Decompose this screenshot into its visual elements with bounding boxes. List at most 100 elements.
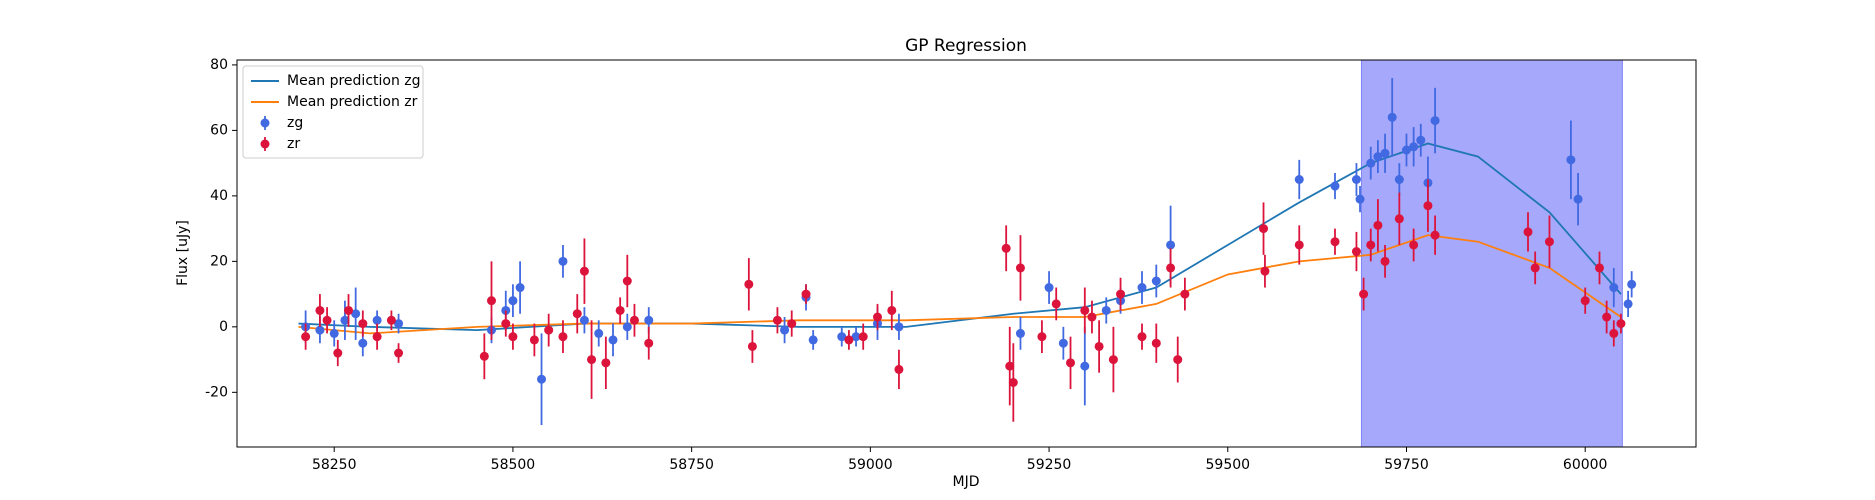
point — [1260, 266, 1270, 276]
y-tick-label: 80 — [210, 57, 228, 73]
point — [572, 309, 582, 319]
point — [1066, 358, 1076, 368]
point — [1044, 283, 1054, 293]
point — [1351, 247, 1361, 257]
point — [1151, 276, 1161, 286]
point — [372, 315, 382, 325]
point — [808, 335, 818, 345]
chart-title: GP Regression — [905, 36, 1027, 56]
point — [386, 315, 396, 325]
point — [1005, 361, 1015, 371]
point — [801, 289, 811, 299]
point — [322, 315, 332, 325]
point — [358, 319, 368, 329]
point — [1609, 328, 1619, 338]
point — [1101, 305, 1111, 315]
shaded-span — [1360, 60, 1623, 447]
point — [1087, 312, 1097, 322]
point — [1409, 142, 1419, 152]
point — [1523, 227, 1533, 237]
point — [1355, 194, 1365, 204]
point — [1351, 175, 1361, 185]
point — [508, 332, 518, 342]
point — [1401, 145, 1411, 155]
point — [1530, 263, 1540, 273]
point — [622, 322, 632, 332]
point — [780, 325, 790, 335]
x-axis-label: MJD — [953, 474, 980, 490]
point — [394, 319, 404, 329]
point — [615, 305, 625, 315]
point — [744, 279, 754, 289]
legend-label: Mean prediction zr — [287, 94, 418, 110]
point — [1137, 283, 1147, 293]
point — [1294, 175, 1304, 185]
point — [1151, 338, 1161, 348]
point — [579, 266, 589, 276]
legend-label: zr — [287, 136, 300, 152]
plot-area — [298, 60, 1637, 447]
point — [594, 328, 604, 338]
point — [1416, 135, 1426, 145]
point — [1430, 116, 1440, 126]
point — [1627, 279, 1637, 289]
point — [772, 315, 782, 325]
x-tick-label: 60000 — [1563, 457, 1608, 473]
point — [1015, 328, 1025, 338]
point — [1373, 152, 1383, 162]
point — [351, 309, 361, 319]
point — [1380, 148, 1390, 158]
point — [873, 312, 883, 322]
point — [544, 325, 554, 335]
point — [1015, 263, 1025, 273]
point — [787, 319, 797, 329]
y-axis-label: Flux [uJy] — [175, 220, 191, 286]
point — [301, 332, 311, 342]
point — [629, 315, 639, 325]
point — [601, 358, 611, 368]
point — [1137, 332, 1147, 342]
point — [1173, 355, 1183, 365]
point — [479, 351, 489, 361]
point — [644, 315, 654, 325]
point — [515, 283, 525, 293]
x-tick-label: 58500 — [491, 457, 536, 473]
point — [644, 338, 654, 348]
point — [1394, 175, 1404, 185]
point — [1366, 240, 1376, 250]
point — [579, 315, 589, 325]
point — [844, 335, 854, 345]
point — [1387, 112, 1397, 122]
point — [837, 332, 847, 342]
point — [508, 296, 518, 306]
point — [1094, 341, 1104, 351]
point — [1566, 155, 1576, 165]
point — [1080, 361, 1090, 371]
plot-frame — [236, 59, 1697, 448]
point — [501, 319, 511, 329]
point — [1380, 256, 1390, 266]
point — [1001, 243, 1011, 253]
point — [1166, 240, 1176, 250]
y-tick-label: 0 — [219, 319, 228, 335]
point — [622, 276, 632, 286]
point — [1058, 338, 1068, 348]
y-tick-label: 60 — [210, 122, 228, 138]
point — [894, 322, 904, 332]
legend-box — [242, 65, 424, 159]
point — [537, 374, 547, 384]
x-tick-label: 59000 — [848, 457, 893, 473]
point — [333, 348, 343, 358]
point — [1580, 296, 1590, 306]
point — [486, 296, 496, 306]
point — [1116, 289, 1126, 299]
x-tick-label: 58750 — [669, 457, 714, 473]
point — [1573, 194, 1583, 204]
legend-swatch — [260, 118, 270, 128]
point — [558, 256, 568, 266]
point — [558, 332, 568, 342]
point — [1616, 319, 1626, 329]
point — [1259, 224, 1269, 234]
point — [1623, 299, 1633, 309]
point — [587, 355, 597, 365]
